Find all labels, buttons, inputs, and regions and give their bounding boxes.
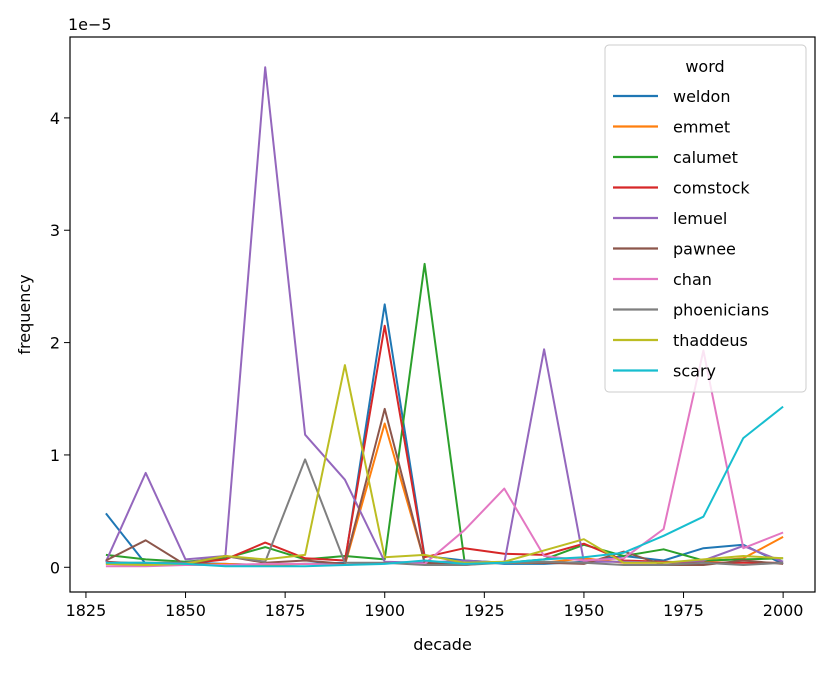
y-offset-label: 1e−5 (68, 15, 112, 34)
x-tick-label: 1950 (564, 601, 605, 620)
y-tick-label: 2 (50, 334, 60, 353)
x-tick-label: 1875 (265, 601, 306, 620)
x-tick-label: 1900 (364, 601, 405, 620)
y-tick-label: 3 (50, 221, 60, 240)
legend-title: word (685, 57, 724, 76)
ticks-layer: 1825 1850 1875 1900 1925 1950 1975 2000 0 1 2 3 4 (50, 109, 804, 620)
legend-label-scary: scary (673, 362, 716, 381)
x-tick-label: 1850 (165, 601, 206, 620)
legend-label-weldon: weldon (673, 87, 730, 106)
x-tick-label: 2000 (763, 601, 804, 620)
legend-label-comstock: comstock (673, 179, 750, 198)
series-line-calumet (105, 262, 784, 564)
legend-label-phoenicians: phoenicians (673, 301, 769, 320)
x-axis-label: decade (413, 635, 472, 654)
x-tick-label: 1975 (663, 601, 704, 620)
legend-label-calumet: calumet (673, 148, 738, 167)
y-axis-label: frequency (15, 274, 34, 354)
plot-frame (69, 36, 816, 593)
x-tick-label: 1925 (464, 601, 505, 620)
legend-label-thaddeus: thaddeus (673, 331, 748, 350)
series-line-thaddeus (105, 364, 784, 566)
legend-box (604, 44, 807, 393)
y-tick-label: 0 (50, 558, 60, 577)
legend-label-emmet: emmet (673, 118, 730, 137)
legend-label-lemuel: lemuel (673, 209, 727, 228)
legend-label-chan: chan (673, 270, 712, 289)
series-layer (104, 66, 784, 568)
legend: word weldon emmet calumet comstock lemuel pawn… (604, 44, 807, 393)
legend-label-pawnee: pawnee (673, 240, 736, 259)
y-tick-label: 4 (50, 109, 60, 128)
x-tick-label: 1825 (66, 601, 107, 620)
y-tick-label: 1 (50, 446, 60, 465)
series-line-scary (105, 405, 784, 568)
